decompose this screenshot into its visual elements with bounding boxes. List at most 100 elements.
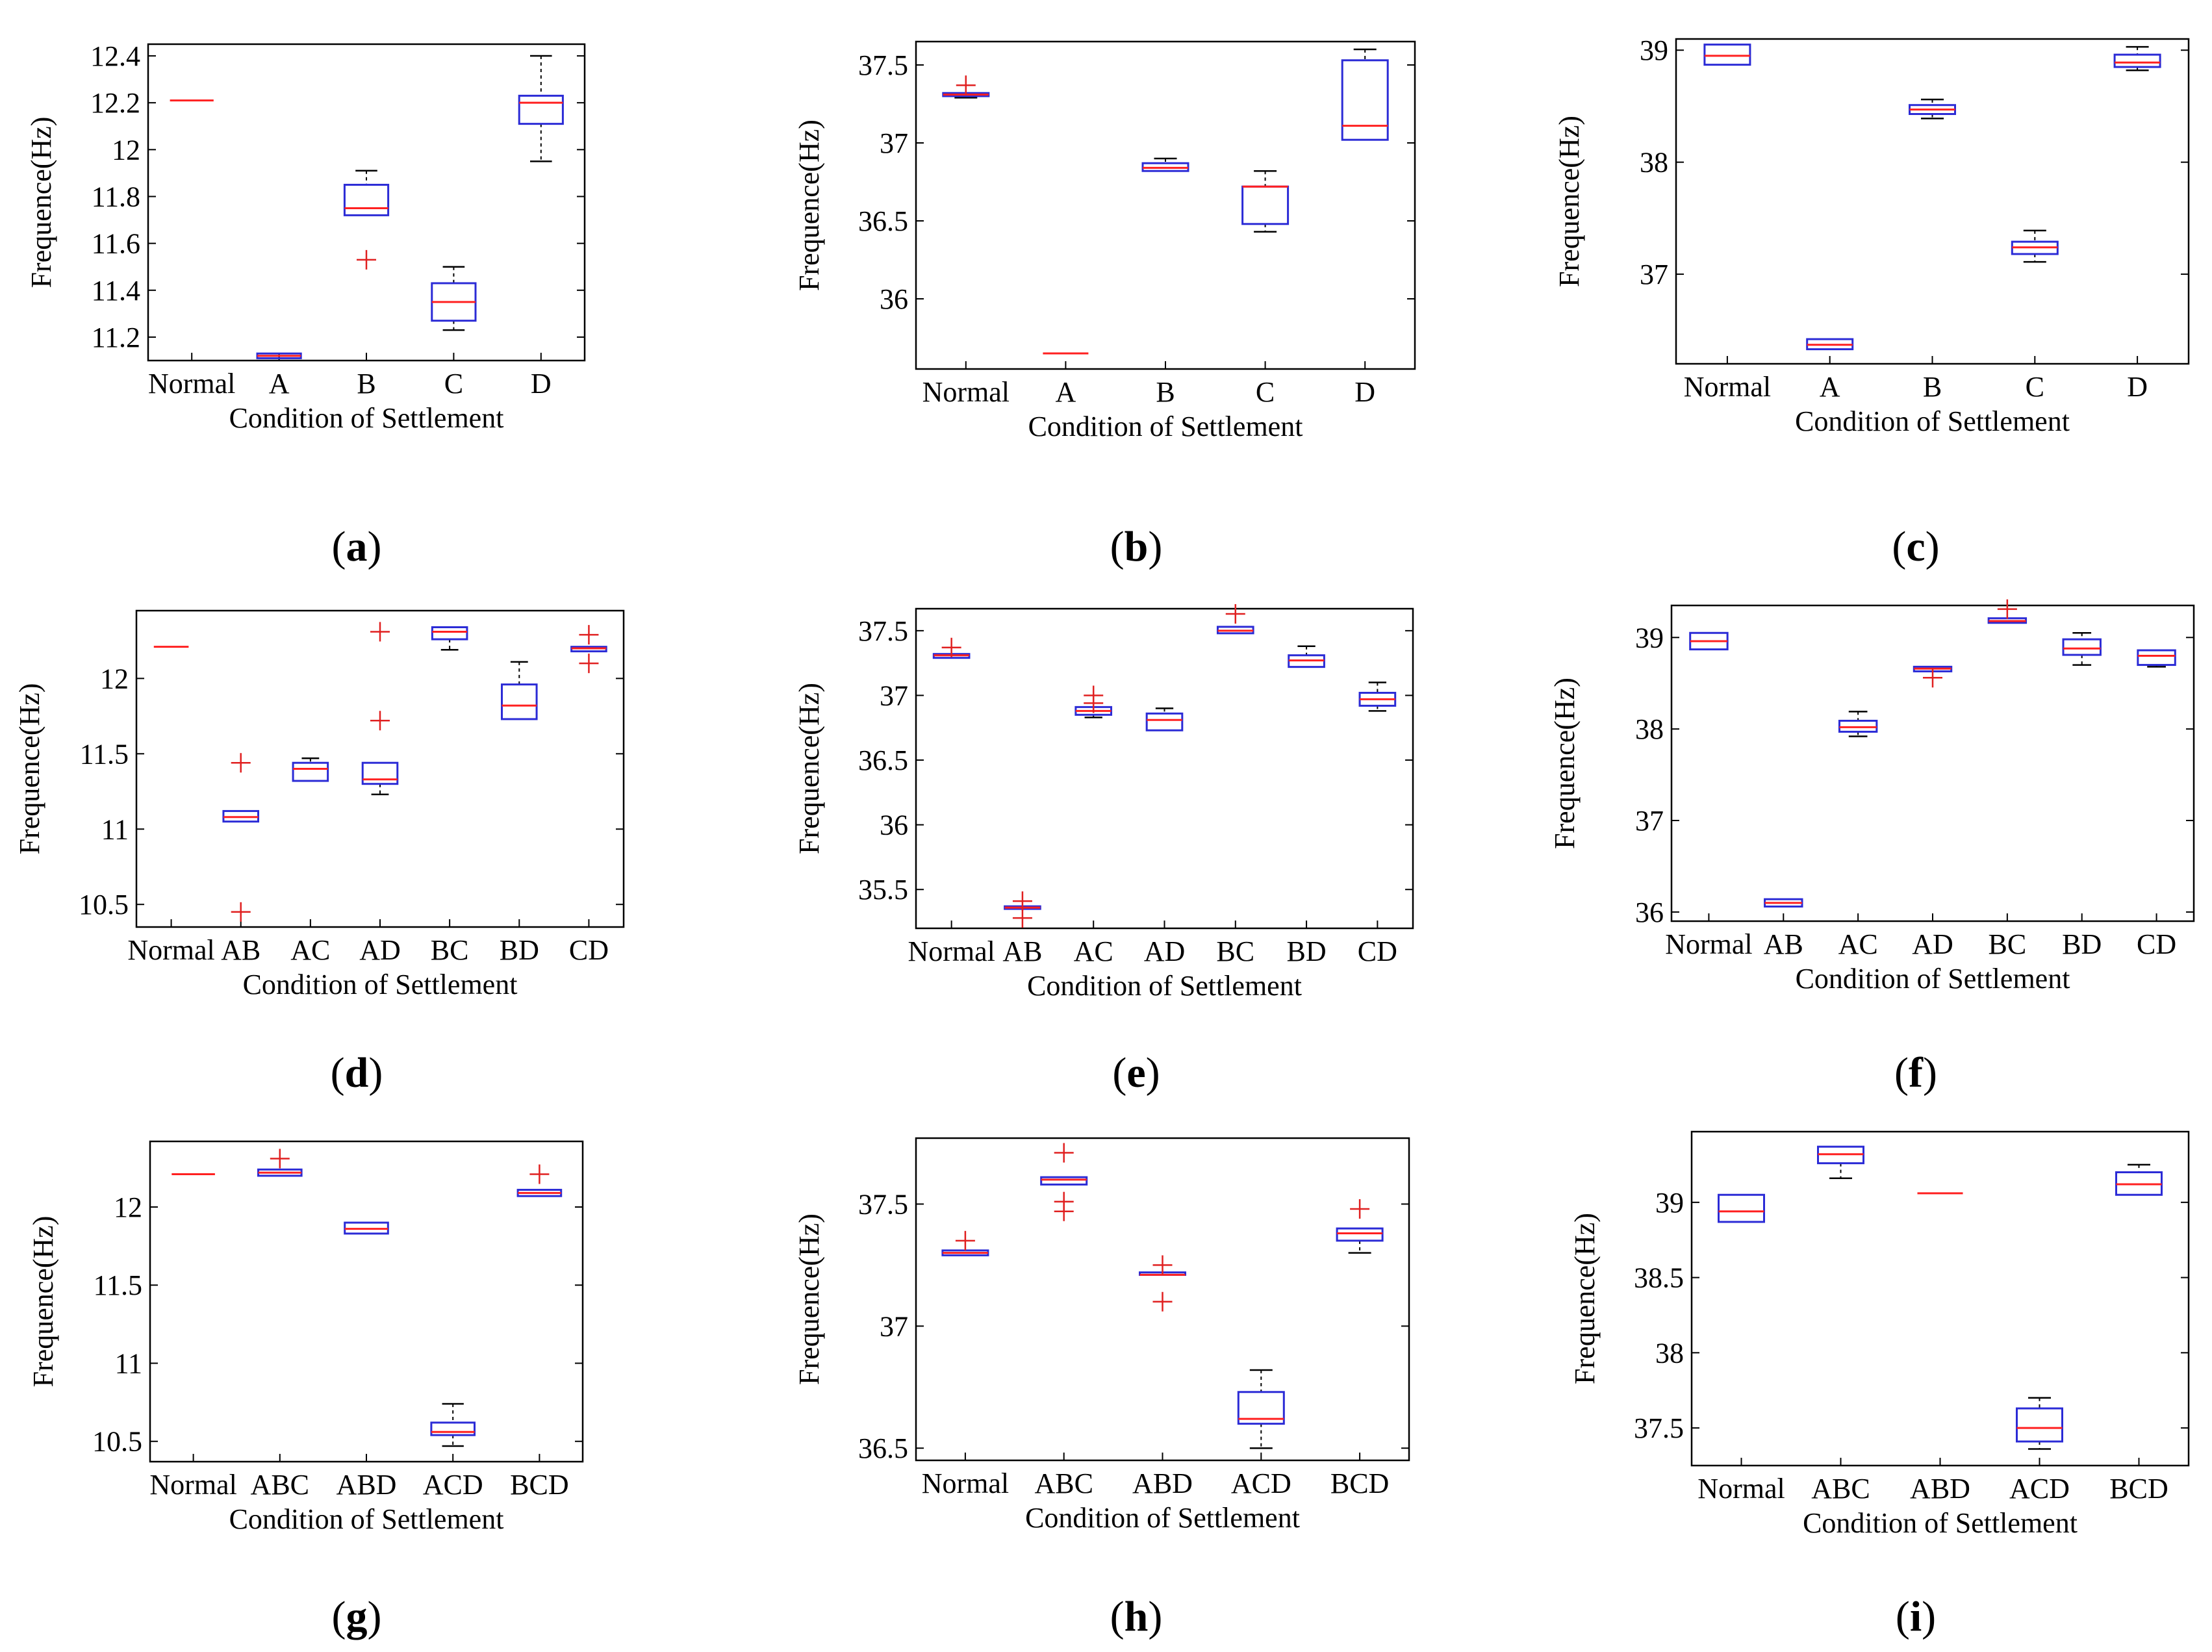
outlier-marker — [370, 622, 390, 642]
outlier-marker — [357, 249, 376, 270]
x-tick-label: AC — [290, 934, 330, 966]
x-axis-title: Condition of Settlement — [1795, 405, 2070, 437]
x-tick-label: BD — [1287, 935, 1327, 967]
x-tick-label: Normal — [148, 368, 235, 400]
panel-caption: (b) — [1110, 523, 1163, 570]
y-tick-label: 37 — [1635, 805, 1664, 837]
outlier-marker — [529, 1164, 550, 1184]
x-tick-label: BCD — [2109, 1473, 2168, 1505]
x-tick-label: Normal — [1697, 1473, 1785, 1505]
iqr-box — [1718, 1193, 1765, 1223]
chart-panel-f: 36 37 38 39 Normal AB AC AD BC BD CD Condition of S… — [1549, 599, 2195, 1097]
iqr-box — [1145, 712, 1184, 731]
x-tick-label: AC — [1074, 935, 1113, 967]
y-tick-label: 36.5 — [858, 1432, 908, 1464]
outlier-marker — [1012, 891, 1032, 911]
x-tick-label: CD — [1358, 935, 1397, 967]
y-tick-label: 37.5 — [858, 49, 908, 81]
x-tick-label: BC — [1989, 928, 2027, 960]
y-tick-label: 35.5 — [858, 874, 908, 906]
x-tick-label: C — [1256, 376, 1275, 408]
x-tick-label: ACD — [1231, 1468, 1291, 1499]
chart-panel-c: 37 38 39 Normal A B C D Condition of Settlement F… — [1553, 34, 2190, 570]
x-tick-label: ABC — [1811, 1473, 1870, 1505]
outlier-marker — [579, 625, 599, 645]
iqr-box — [1703, 44, 1751, 66]
outlier-marker — [231, 902, 251, 922]
x-tick-label: B — [1156, 376, 1175, 408]
panel-caption-letter: c — [1906, 523, 1925, 570]
box-Normal — [1703, 44, 1751, 66]
x-tick-label: ABD — [1910, 1473, 1970, 1505]
outlier-marker — [1054, 1201, 1074, 1221]
box-BC — [431, 626, 468, 651]
y-axis-title: Frequence(Hz) — [25, 117, 57, 288]
y-tick-label: 38 — [1635, 713, 1664, 745]
panel-caption-letter: a — [346, 523, 368, 570]
box-D — [518, 55, 564, 162]
iqr-box — [1237, 1391, 1285, 1425]
x-tick-label: BD — [500, 934, 539, 966]
outlier-marker — [956, 75, 976, 95]
iqr-box — [431, 626, 468, 641]
y-axis-title: Frequence(Hz) — [1569, 1213, 1601, 1384]
x-axis-title: Condition of Settlement — [1796, 963, 2070, 995]
outlier-marker — [1152, 1291, 1173, 1312]
box-A — [1806, 338, 1854, 351]
panel-caption: (i) — [1896, 1593, 1936, 1640]
x-tick-label: Normal — [922, 376, 1010, 408]
x-tick-label: B — [1923, 371, 1942, 403]
outlier-marker — [1054, 1143, 1074, 1163]
x-tick-label: Normal — [922, 1468, 1009, 1499]
chart-panel-b: 36 36.5 37 37.5 Normal A B C D Condition of Settl… — [793, 40, 1416, 570]
y-tick-label: 37.5 — [858, 615, 908, 647]
y-axis-title: Frequence(Hz) — [793, 683, 825, 854]
x-axis-title: Condition of Settlement — [1027, 970, 1302, 1002]
box-C — [1241, 170, 1290, 233]
y-tick-label: 11.8 — [92, 181, 140, 212]
y-tick-label: 36.5 — [858, 744, 908, 776]
x-axis-title: Condition of Settlement — [1025, 1502, 1300, 1534]
box-ACD — [430, 1403, 476, 1447]
chart-panel-d: 10.5 11 11.5 12 Normal AB AC AD BC BD CD Condition … — [14, 609, 625, 1097]
iqr-box — [1336, 1227, 1384, 1242]
panel-caption: (d) — [331, 1049, 383, 1097]
x-tick-label: AC — [1838, 928, 1878, 960]
y-tick-label: 36.5 — [858, 205, 908, 237]
y-tick-label: 11.4 — [92, 275, 140, 307]
plot-frame — [1690, 1130, 2190, 1467]
box-AC — [292, 757, 329, 782]
panel-caption: (f) — [1894, 1049, 1937, 1097]
panel-caption-letter: h — [1125, 1593, 1149, 1640]
outlier-marker — [1923, 668, 1942, 688]
y-axis-title: Frequence(Hz) — [793, 1214, 825, 1385]
x-tick-label: Normal — [127, 934, 214, 966]
iqr-box — [2016, 1407, 2063, 1443]
box-BCD — [1336, 1199, 1384, 1254]
y-tick-label: 11.5 — [80, 738, 129, 770]
panel-caption: (h) — [1110, 1593, 1163, 1640]
y-tick-label: 37 — [880, 1310, 908, 1342]
box-CD — [570, 625, 607, 674]
box-BC — [1987, 599, 2028, 624]
x-tick-label: BCD — [1330, 1468, 1389, 1499]
box-BC — [1216, 604, 1254, 635]
x-tick-label: AB — [1002, 935, 1042, 967]
box-ACD — [1237, 1369, 1285, 1449]
box-ABD — [344, 1221, 389, 1235]
outlier-marker — [941, 637, 961, 657]
chart-panel-h: 36.5 37 37.5 Normal ABC ABD ACD BCD Condition of… — [793, 1137, 1410, 1640]
box-AD — [1913, 665, 1953, 688]
x-tick-label: CD — [2137, 928, 2176, 960]
box-C — [431, 266, 477, 331]
y-tick-label: 12.4 — [90, 40, 140, 72]
y-tick-label: 11.6 — [92, 228, 140, 260]
y-tick-label: 39 — [1635, 622, 1664, 654]
x-tick-label: ABC — [251, 1469, 309, 1501]
outlier-marker — [1152, 1255, 1173, 1275]
y-tick-label: 37 — [1640, 259, 1668, 290]
panel-caption: (c) — [1892, 523, 1939, 570]
x-tick-label: Normal — [1684, 371, 1771, 403]
outlier-marker — [1084, 693, 1104, 713]
